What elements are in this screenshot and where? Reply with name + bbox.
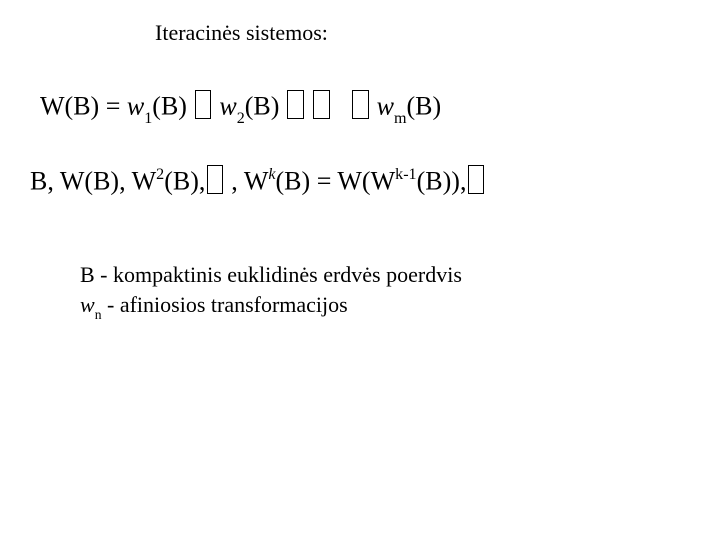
placeholder-icon [352, 90, 368, 119]
wn-symbol: w [80, 292, 95, 317]
eq2-arg2: (B) [276, 167, 311, 196]
eq1-lhs: W(B) [40, 92, 99, 121]
eq1-w2: w [219, 92, 236, 121]
wn-subscript: n [95, 307, 102, 322]
eq1-wm: w [377, 92, 394, 121]
eq1-w1: w [127, 92, 144, 121]
eq2-B: B, [30, 167, 54, 196]
eq2-comma1: , [199, 167, 206, 196]
eq2-W2: W [132, 167, 157, 196]
eq1-sub1: 1 [144, 110, 152, 127]
placeholder-icon [313, 90, 329, 119]
eq1-argm: (B) [406, 92, 441, 121]
eq2-comma2: , [231, 167, 238, 196]
eq2-expk: k [268, 166, 275, 183]
eq2-Wk: W [244, 167, 269, 196]
eq2-exp2: 2 [156, 166, 164, 183]
eq1-subm: m [394, 110, 407, 127]
heading: Iteracinės sistemos: [155, 20, 328, 46]
eq1-sub2: 2 [237, 110, 245, 127]
eq2-WW: W(W [337, 167, 395, 196]
equation-2: B, W(B), W2(B), , Wk(B) = W(Wk-1(B)), [30, 165, 486, 197]
equation-1: W(B) = w1(B) w2(B) wm(B) [40, 90, 441, 126]
eq1-arg1: (B) [152, 92, 187, 121]
placeholder-icon [468, 165, 484, 194]
placeholder-icon [207, 165, 223, 194]
eq1-arg2: (B) [245, 92, 280, 121]
eq1-equals: = [106, 92, 121, 121]
eq2-WB: W(B), [60, 167, 126, 196]
eq2-close: (B)), [417, 167, 467, 196]
eq2-equals: = [317, 167, 332, 196]
definition-line-1: B - kompaktinis euklidinės erdvės poerdv… [80, 260, 462, 290]
definitions: B - kompaktinis euklidinės erdvės poerdv… [80, 260, 462, 322]
placeholder-icon [195, 90, 211, 119]
placeholder-icon [287, 90, 303, 119]
definition-line-2: wn - afiniosios transformacijos [80, 290, 462, 323]
eq2-arg1: (B) [164, 167, 199, 196]
definition-text-2: - afiniosios transformacijos [102, 292, 348, 317]
eq2-expk1: k-1 [395, 166, 416, 183]
